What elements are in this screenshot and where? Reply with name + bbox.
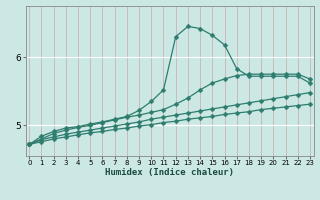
X-axis label: Humidex (Indice chaleur): Humidex (Indice chaleur) [105, 168, 234, 177]
